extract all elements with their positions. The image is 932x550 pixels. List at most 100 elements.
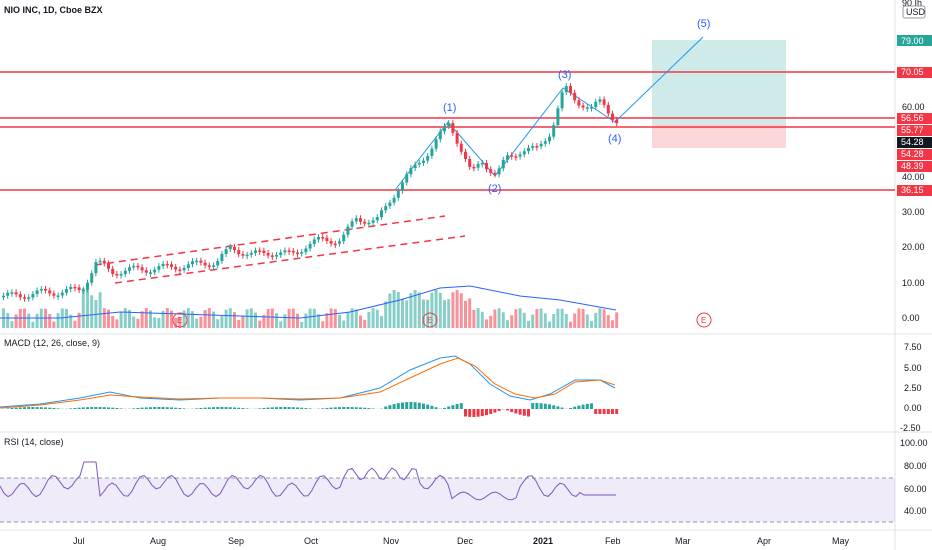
volume-bar [611,320,614,328]
wave-label-3: (3) [558,69,571,81]
candle [6,292,10,296]
candle [459,143,463,152]
earnings-marker-label: E [427,316,432,325]
volume-bar [203,310,207,328]
macd-histogram-bar [518,409,522,415]
candle [102,260,106,264]
candle [300,252,304,254]
price-tick: 20.00 [902,242,925,252]
volume-bar [388,293,392,328]
volume-bar [472,309,476,328]
volume-bar [65,309,68,328]
volume-bar [367,312,371,328]
time-tick: Aug [150,536,166,546]
volume-bar [577,308,581,328]
volume-bar [178,317,182,328]
earnings-marker[interactable]: E [696,312,712,328]
candle [447,123,451,127]
macd-histogram-bar [44,407,47,409]
candle [241,254,245,256]
candle [254,250,257,253]
volume-bar [128,309,131,328]
candle [262,250,266,254]
volume-bar [119,311,123,328]
candlesticks [2,83,619,302]
volume-bar [81,288,85,328]
signal-line [0,357,616,409]
candle [44,289,47,291]
price-tag-54: 54.28 [897,149,932,160]
channel-lower-line[interactable] [114,235,466,284]
volume-bar [270,308,274,328]
candle [27,297,31,299]
macd-histogram-bar [153,407,157,409]
candle [522,151,526,155]
volume-bar [522,312,526,328]
candle [60,292,64,296]
volume-bar [258,320,262,328]
macd-histogram-bar [182,408,186,409]
volume-bar [417,292,421,328]
macd-histogram-bar [430,405,434,409]
macd-histogram-bar [245,408,249,409]
earnings-marker[interactable]: E [172,312,188,328]
macd-histogram-bar [258,408,262,409]
volume-bar [489,315,493,328]
candle [350,221,354,227]
candle [249,252,253,255]
macd-histogram-bar [212,407,215,409]
volume-bar [615,312,619,328]
macd-histogram-bar [224,407,228,409]
time-tick: Nov [383,536,400,546]
volume-bar [140,311,144,328]
macd-histogram-bar [241,408,245,409]
candle [165,263,169,266]
candle [497,168,501,175]
candle [443,126,446,132]
macd-histogram [2,402,619,417]
candle [506,155,509,160]
volume-bar [132,316,136,328]
macd-histogram-bar [338,407,341,409]
volume-bar [161,310,165,328]
candle [199,260,203,263]
macd-histogram-bar [308,408,312,409]
svg-text:79.00: 79.00 [901,36,924,46]
candle [203,262,207,266]
volume-bar [77,312,81,328]
macd-histogram-bar [359,407,362,409]
volume-bar [279,321,283,328]
macd-histogram-bar [459,403,463,409]
macd-histogram-bar [140,407,144,409]
profit-zone[interactable] [652,40,786,124]
volume-bar [102,308,106,328]
time-tick: Feb [605,536,621,546]
candle [312,239,316,244]
volume-bar [224,309,228,328]
macd-histogram-bar [615,409,619,414]
volume-bar [430,292,434,328]
macd-histogram-bar [144,407,148,409]
volume-bar [31,321,35,328]
macd-histogram-bar [207,407,211,409]
stop-zone[interactable] [652,124,786,148]
candle [417,162,421,165]
volume-bar [590,321,593,328]
candle [191,261,194,265]
currency-button[interactable] [902,5,926,19]
volume-bar [300,321,304,328]
candle [65,289,68,293]
time-tick: Jul [73,536,85,546]
volume-bar [480,311,484,328]
volume-bars [2,288,619,328]
macd-histogram-bar [594,409,598,414]
channel-upper-line[interactable] [94,215,446,266]
volume-bar [510,315,514,328]
volume-bar [35,313,39,328]
macd-histogram-bar [275,407,278,409]
candle [577,100,581,106]
volume-bar [317,314,320,328]
macd-histogram-bar [132,408,136,409]
earnings-marker[interactable]: E [422,312,438,328]
